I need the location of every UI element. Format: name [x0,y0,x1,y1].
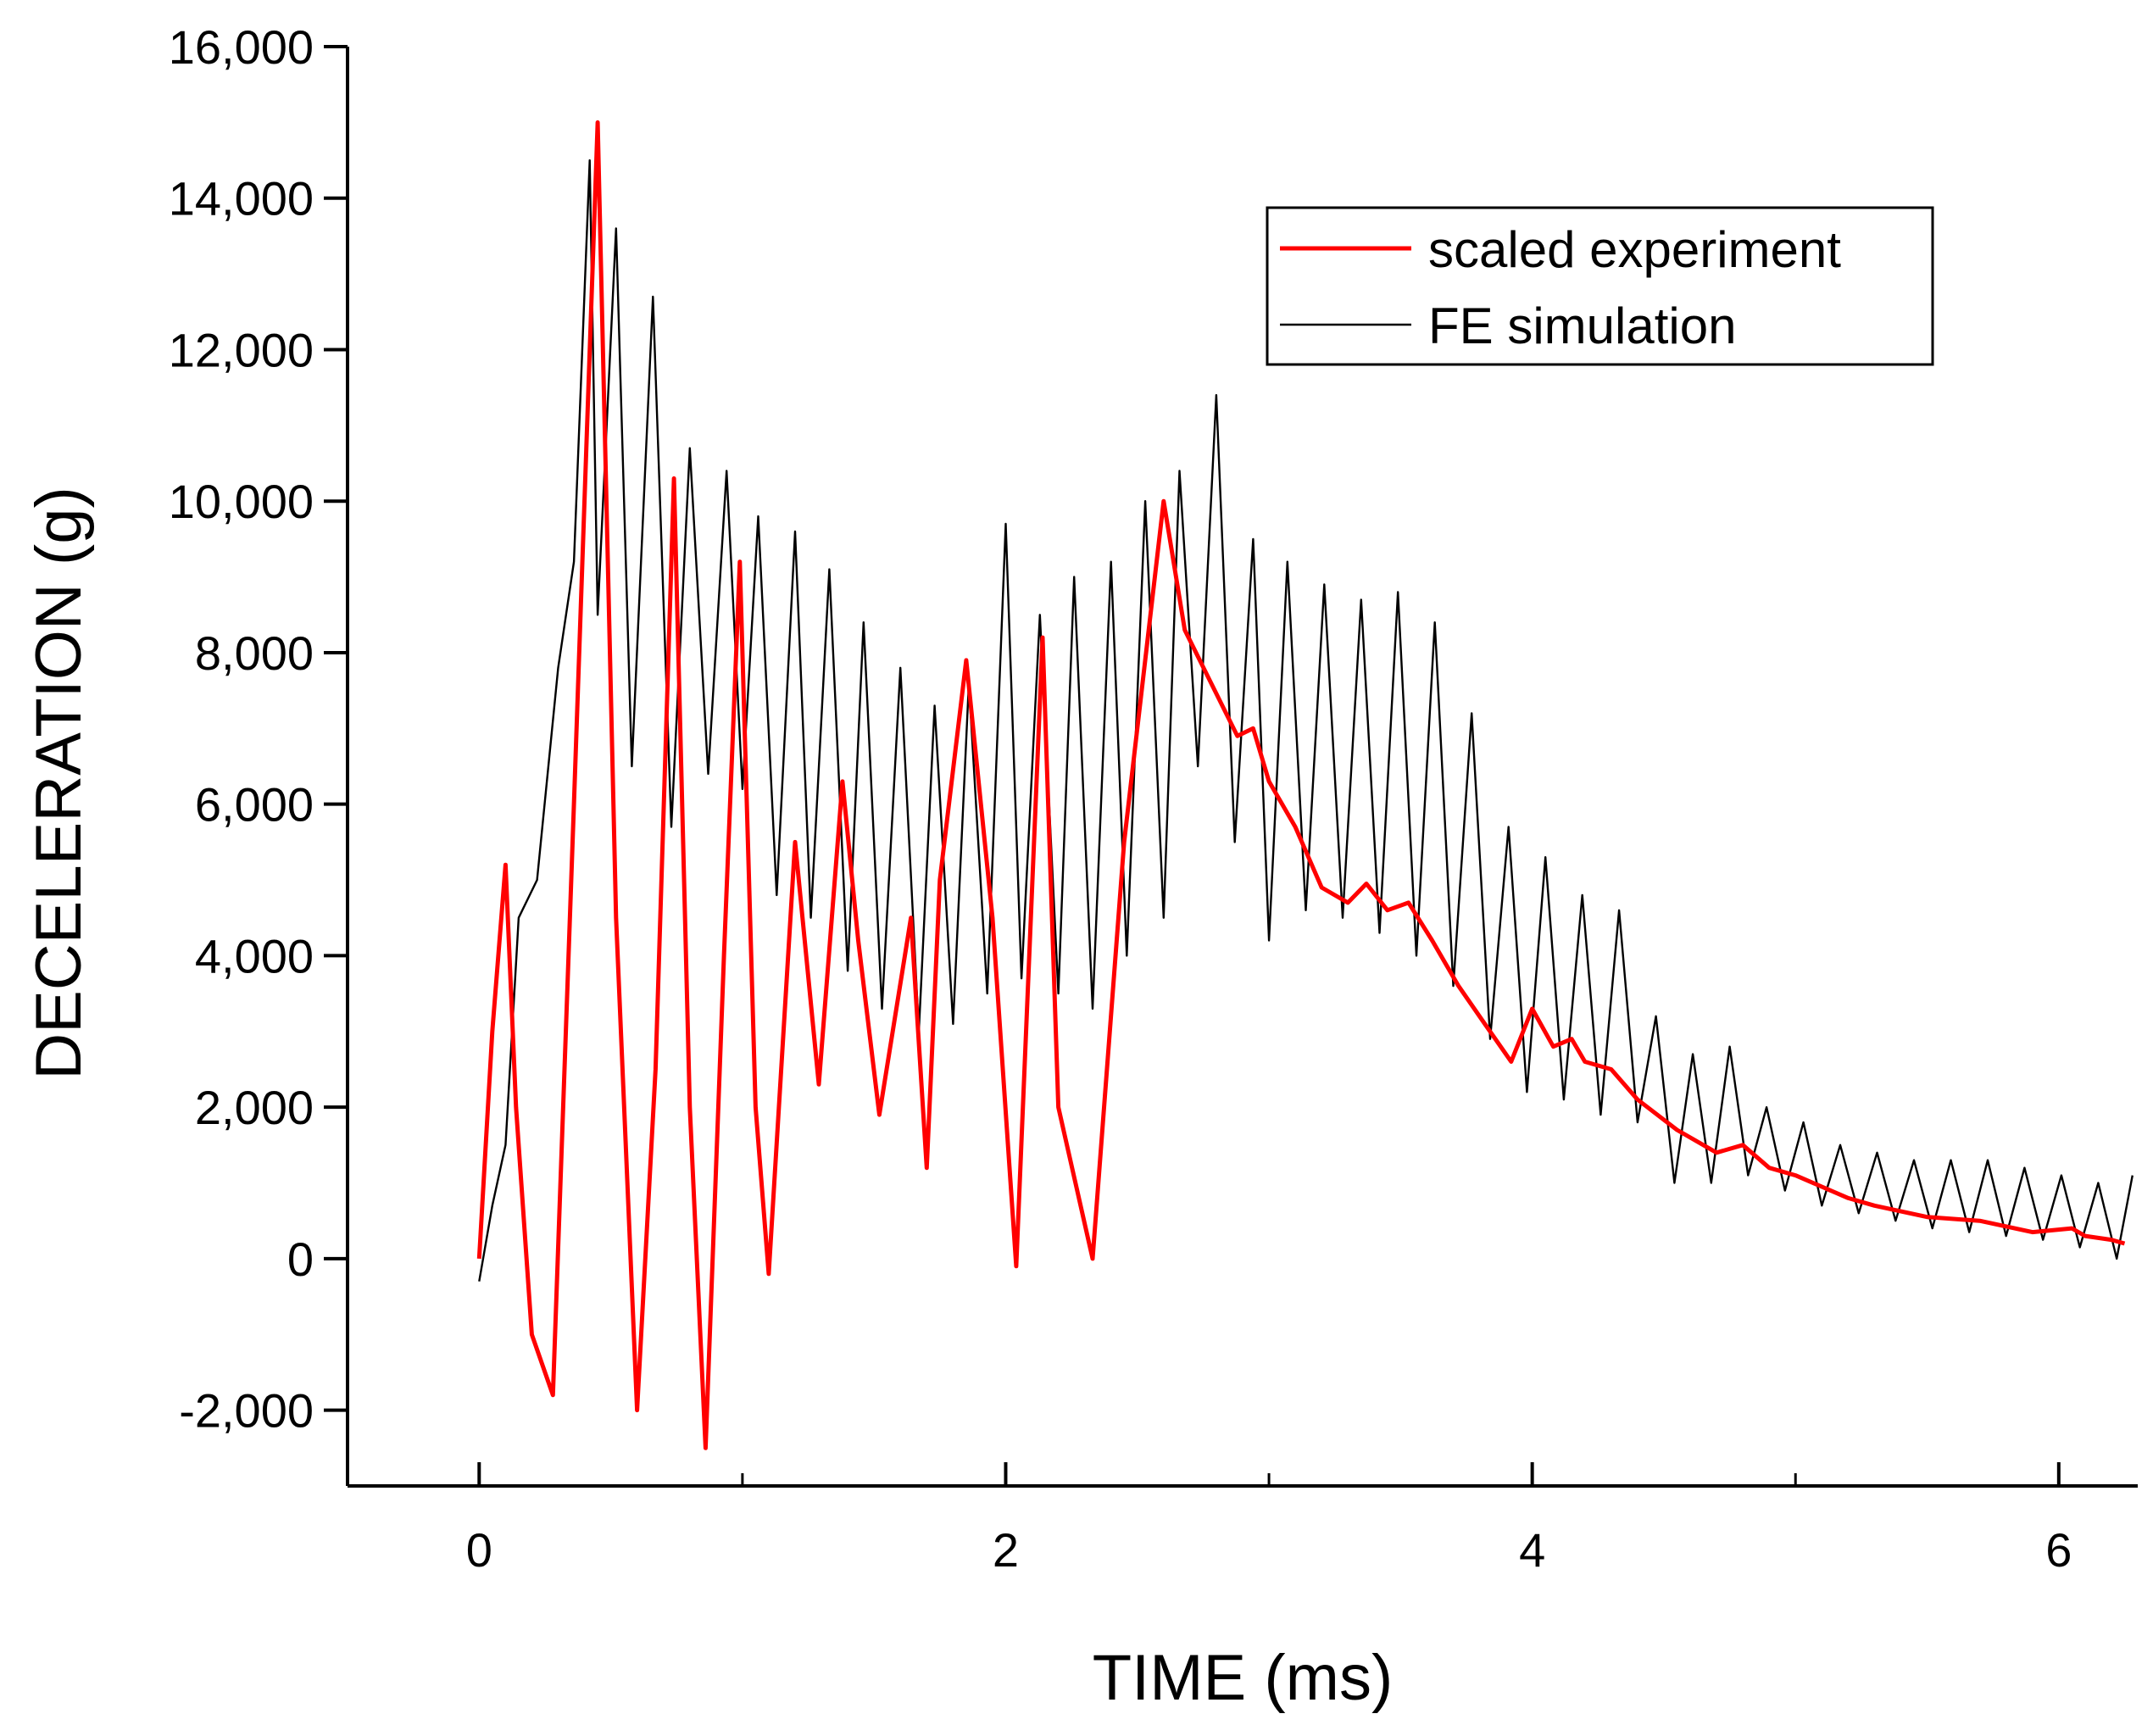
y-tick-label: 6,000 [195,778,314,832]
x-tick-label: 4 [1519,1523,1545,1577]
y-tick-label: 16,000 [169,20,314,74]
legend-label: FE simulation [1428,298,1736,354]
x-tick-label: 0 [466,1523,492,1577]
series-line-fe-simulation [478,159,2134,1282]
legend-box [1266,206,1934,366]
y-tick-label: 0 [287,1232,314,1286]
y-tick-label: 14,000 [169,172,314,225]
y-tick-label: 8,000 [195,626,314,680]
legend: scaled experiment FE simulation [1266,206,1934,366]
x-axis-title: TIME (ms) [1093,1642,1394,1714]
y-tick-label: 10,000 [169,475,314,528]
y-tick-label: 2,000 [195,1081,314,1134]
y-tick-label: 12,000 [169,323,314,376]
x-tick-label: 2 [993,1523,1019,1577]
x-tick-label: 6 [2045,1523,2072,1577]
series-line-scaled-experiment [476,120,2126,1450]
y-tick-label: 4,000 [195,929,314,982]
y-tick-label: -2,000 [179,1384,314,1438]
y-axis-title: DECELERATION (g) [23,487,95,1080]
axes-layer: -2,000 0 2,000 4,000 6,000 8,000 10,000 12,000 1… [169,20,2138,1577]
legend-label: scaled experiment [1428,221,1841,278]
series-layer [476,120,2134,1450]
